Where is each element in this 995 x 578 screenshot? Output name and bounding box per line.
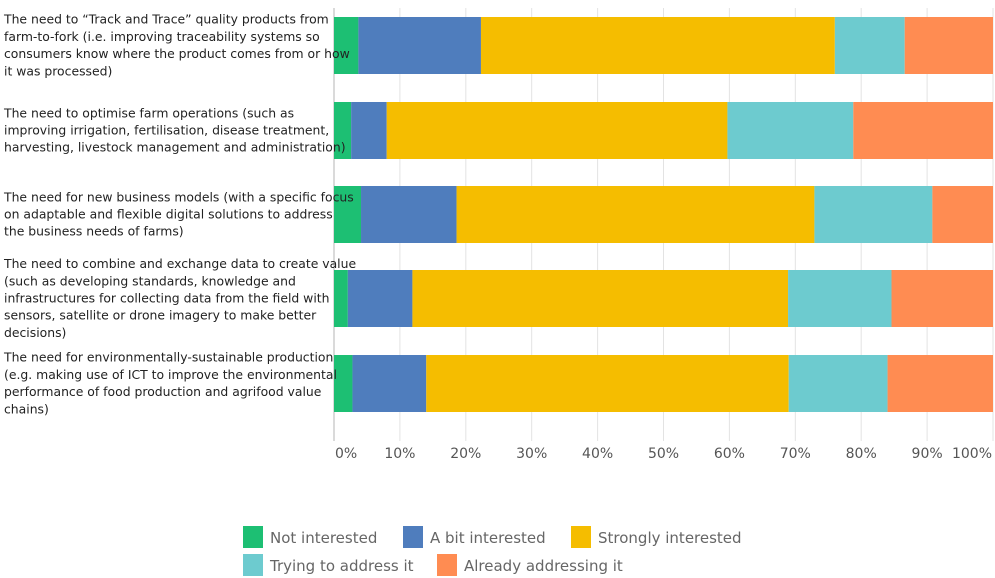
- x-tick-label: 10%: [384, 446, 415, 462]
- bar-segment: [358, 17, 481, 74]
- bar-segment: [853, 102, 993, 159]
- bar-segment: [351, 102, 387, 159]
- bar-segment: [334, 270, 348, 327]
- x-tick-label: 20%: [450, 446, 481, 462]
- x-axis-ticks: 0% 10% 20% 30% 40% 50% 60% 70% 80% 90% 100%: [335, 446, 992, 462]
- x-tick-label: 0%: [335, 446, 357, 462]
- bar-segment: [334, 355, 353, 412]
- x-tick-label: 80%: [846, 446, 877, 462]
- bar-segment: [834, 17, 905, 74]
- x-tick-label: 90%: [912, 446, 943, 462]
- legend-swatch: [571, 526, 591, 548]
- legend-swatch: [437, 554, 457, 576]
- bar-segment: [887, 355, 993, 412]
- category-label: The need to combine and exchange data to…: [3, 256, 356, 340]
- legend-swatch: [243, 526, 263, 548]
- bar-segment: [334, 17, 359, 74]
- x-tick-label: 30%: [516, 446, 547, 462]
- category-label: The need to “Track and Trace” quality pr…: [3, 12, 350, 79]
- bar-segment: [386, 102, 728, 159]
- legend-label: Strongly interested: [598, 529, 742, 547]
- bar-segment: [788, 355, 888, 412]
- bars: [334, 17, 993, 412]
- legend-label: Already addressing it: [464, 557, 623, 575]
- bar-segment: [334, 186, 362, 243]
- x-tick-label: 50%: [648, 446, 679, 462]
- x-tick-label: 70%: [780, 446, 811, 462]
- category-labels: The need to “Track and Trace” quality pr…: [3, 12, 356, 417]
- x-tick-label: 40%: [582, 446, 613, 462]
- bar-segment: [334, 102, 352, 159]
- bar-segment: [891, 270, 993, 327]
- bar-segment: [347, 270, 413, 327]
- legend-label: A bit interested: [430, 529, 546, 547]
- x-tick-label: 60%: [714, 446, 745, 462]
- legend-label: Not interested: [270, 529, 377, 547]
- legend: Not interested A bit interested Strongly i…: [243, 526, 742, 576]
- x-tick-label: 100%: [952, 446, 992, 462]
- bar-segment: [361, 186, 457, 243]
- bar-segment: [904, 17, 993, 74]
- bar-segment: [352, 355, 427, 412]
- bar-segment: [456, 186, 815, 243]
- legend-label: Trying to address it: [269, 557, 414, 575]
- bar-segment: [788, 270, 892, 327]
- category-label: The need for new business models (with a…: [3, 189, 354, 238]
- legend-swatch: [243, 554, 263, 576]
- bar-segment: [480, 17, 835, 74]
- category-label: The need for environmentally-sustainable…: [3, 350, 337, 417]
- bar-segment: [727, 102, 854, 159]
- bar-segment: [426, 355, 789, 412]
- bar-segment: [932, 186, 993, 243]
- bar-segment: [814, 186, 933, 243]
- legend-swatch: [403, 526, 423, 548]
- bar-segment: [412, 270, 789, 327]
- category-label: The need to optimise farm operations (su…: [3, 105, 346, 154]
